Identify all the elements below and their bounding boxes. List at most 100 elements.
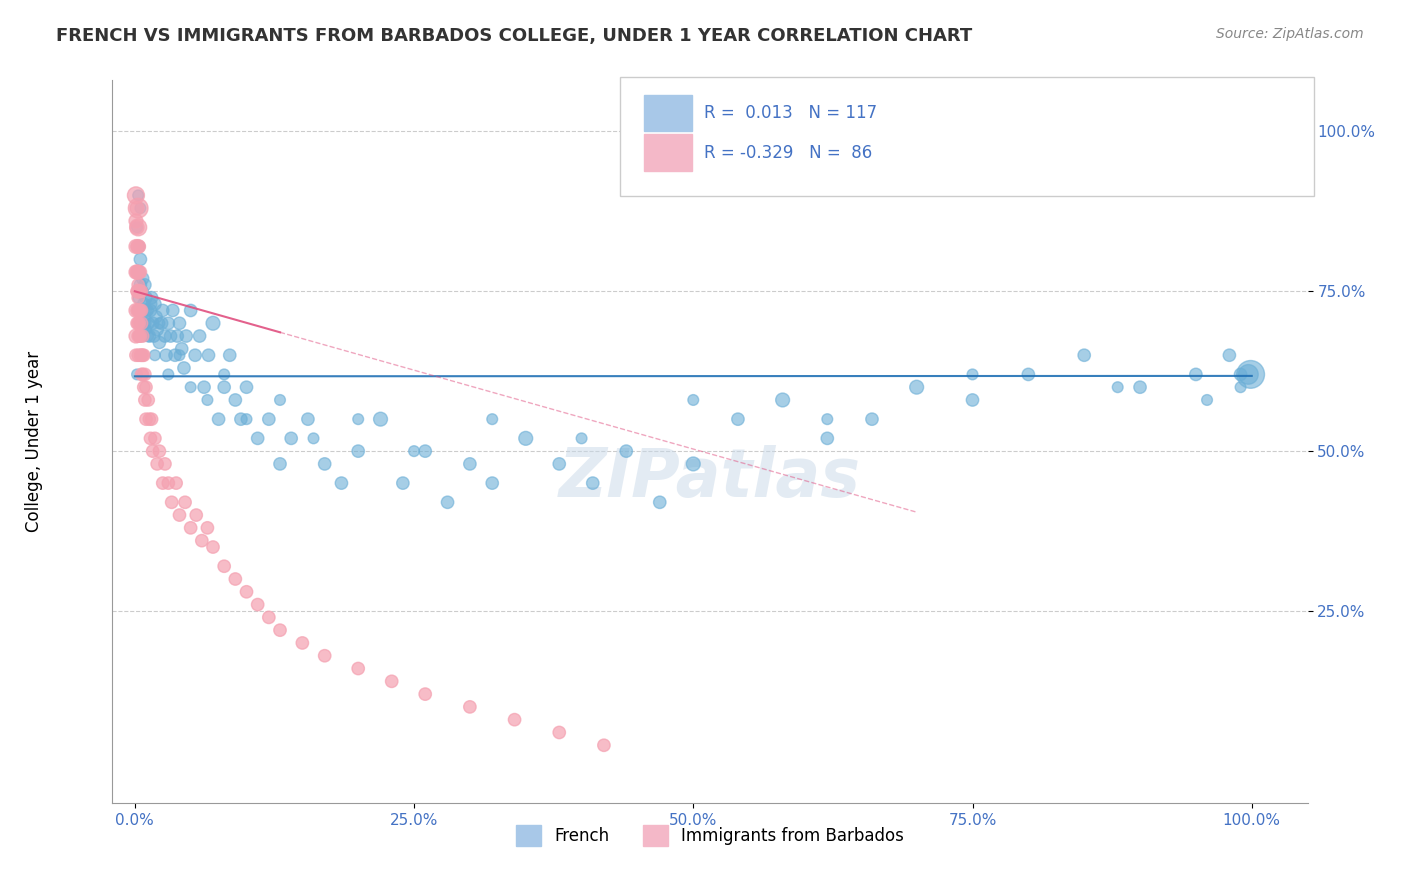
Point <box>131 303 153 318</box>
Point <box>125 201 148 215</box>
Point <box>481 412 503 426</box>
Point <box>297 412 319 426</box>
Point <box>125 265 148 279</box>
Point <box>235 584 257 599</box>
Point <box>159 329 181 343</box>
Point <box>436 495 458 509</box>
Point <box>392 476 415 491</box>
Point <box>302 431 325 445</box>
Point <box>184 348 207 362</box>
Point <box>212 368 235 382</box>
Point <box>125 188 148 202</box>
Point <box>174 329 197 343</box>
Bar <box>644 95 692 131</box>
Point <box>962 392 984 407</box>
Point <box>135 323 157 337</box>
Point <box>128 285 150 299</box>
Point <box>169 508 191 522</box>
Point <box>146 457 169 471</box>
Point <box>127 277 149 292</box>
Point <box>1229 380 1251 394</box>
Point <box>136 392 159 407</box>
Point <box>148 444 170 458</box>
Point <box>1073 348 1095 362</box>
Point <box>347 661 370 675</box>
Point <box>1197 392 1219 407</box>
Point <box>772 392 794 407</box>
Point <box>246 598 269 612</box>
Point <box>370 412 392 426</box>
Point <box>128 316 150 330</box>
Point <box>136 303 159 318</box>
Point <box>314 457 336 471</box>
Point <box>347 412 370 426</box>
Point <box>1017 368 1039 382</box>
Point <box>291 636 314 650</box>
Point <box>128 303 150 318</box>
Point <box>143 297 166 311</box>
Point <box>128 239 150 253</box>
Point <box>193 380 215 394</box>
Point <box>132 380 155 394</box>
Point <box>129 329 152 343</box>
Point <box>169 348 191 362</box>
Point <box>162 303 184 318</box>
Point <box>125 303 148 318</box>
Point <box>125 220 148 235</box>
Point <box>129 303 152 318</box>
Point <box>128 291 150 305</box>
Point <box>127 220 149 235</box>
Point <box>125 239 148 253</box>
Point <box>1185 368 1208 382</box>
Point <box>582 476 605 491</box>
Point <box>152 303 174 318</box>
Point <box>129 348 152 362</box>
Point <box>246 431 269 445</box>
Point <box>128 265 150 279</box>
Point <box>180 303 202 318</box>
Point <box>169 316 191 330</box>
Text: R = -0.329   N =  86: R = -0.329 N = 86 <box>704 144 872 161</box>
Legend: French, Immigrants from Barbados: French, Immigrants from Barbados <box>509 819 911 852</box>
Point <box>207 412 229 426</box>
Point <box>815 431 838 445</box>
Point <box>131 285 153 299</box>
Point <box>125 265 148 279</box>
Point <box>127 265 149 279</box>
Point <box>157 476 180 491</box>
Point <box>145 310 167 324</box>
Point <box>381 674 404 689</box>
Point <box>1218 348 1240 362</box>
Point <box>269 457 291 471</box>
Point <box>136 316 159 330</box>
Point <box>458 699 481 714</box>
Point <box>127 329 149 343</box>
Point <box>157 368 180 382</box>
Point <box>648 495 671 509</box>
Point <box>314 648 336 663</box>
Point <box>129 285 152 299</box>
Point <box>129 252 152 267</box>
FancyBboxPatch shape <box>620 77 1313 196</box>
Point <box>173 361 195 376</box>
Point <box>197 348 219 362</box>
Point <box>131 348 153 362</box>
Point <box>1237 368 1260 382</box>
Point <box>131 285 153 299</box>
Point <box>134 277 156 292</box>
Point <box>127 303 149 318</box>
Point <box>146 323 169 337</box>
Point <box>127 316 149 330</box>
Point <box>125 348 148 362</box>
Point <box>165 476 187 491</box>
Point <box>138 329 160 343</box>
Point <box>157 316 180 330</box>
Point <box>125 316 148 330</box>
Point <box>235 380 257 394</box>
Point <box>1239 368 1261 382</box>
Point <box>413 687 436 701</box>
Point <box>135 412 157 426</box>
Text: FRENCH VS IMMIGRANTS FROM BARBADOS COLLEGE, UNDER 1 YEAR CORRELATION CHART: FRENCH VS IMMIGRANTS FROM BARBADOS COLLE… <box>56 27 973 45</box>
Point <box>129 316 152 330</box>
Point <box>197 392 219 407</box>
